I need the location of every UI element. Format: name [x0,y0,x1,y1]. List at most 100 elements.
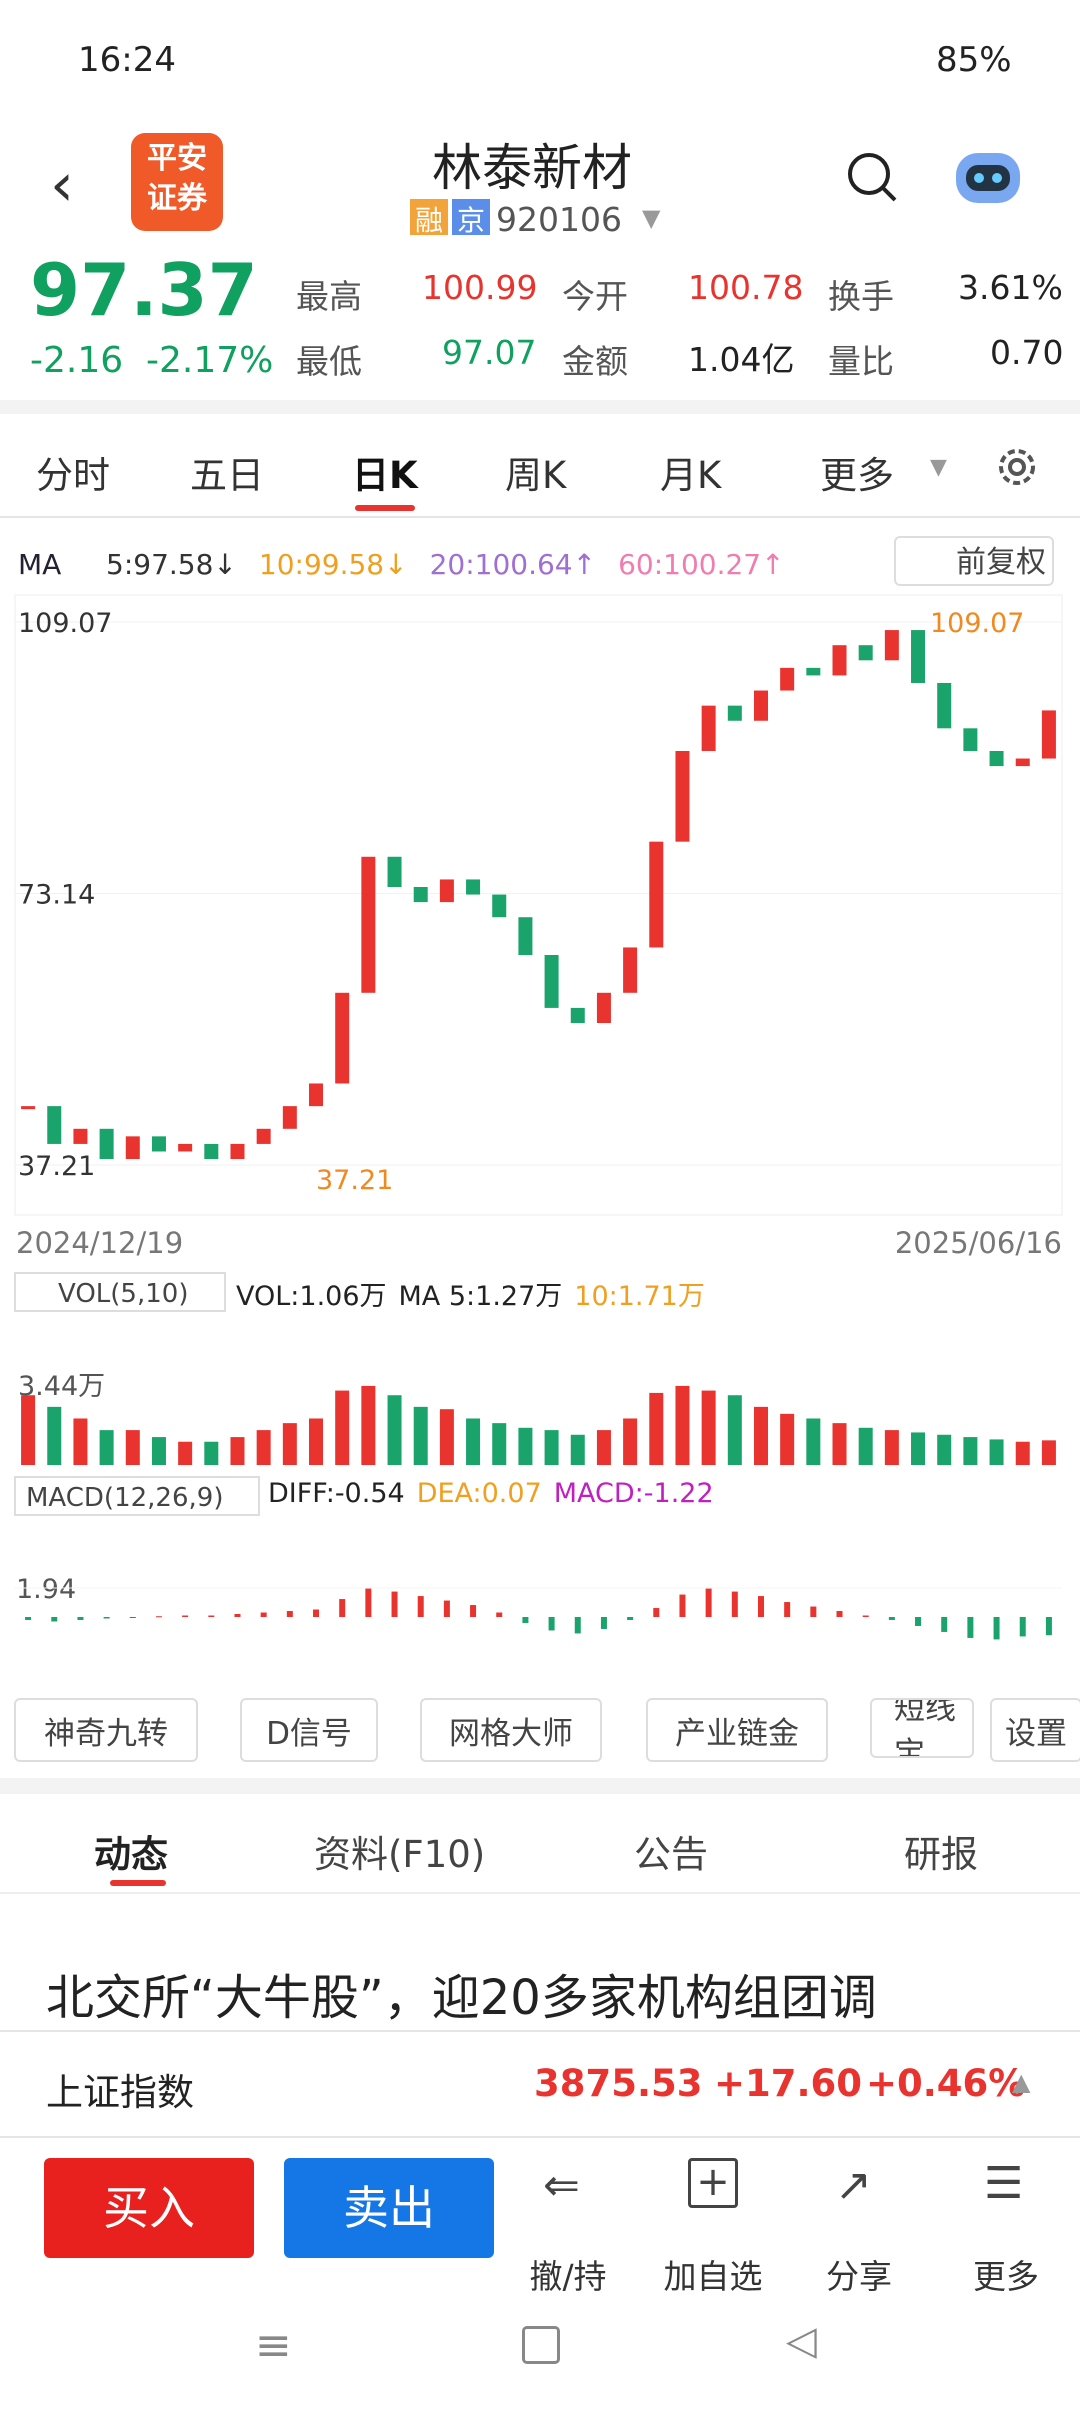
legend-item: MACD:-1.22 [553,1478,714,1509]
macd-bar [705,1588,712,1617]
candle [1041,710,1056,759]
stock-code: 920106 [496,200,622,239]
macd-bar [627,1617,634,1620]
high-label: 109.07 [930,608,1024,639]
nav-menu[interactable]: ≡ [255,2320,292,2371]
volume-bar [387,1395,402,1465]
content-tab[interactable]: 研报 [904,1833,978,1876]
time: 16:24 [78,40,176,80]
macd-bar [888,1617,895,1620]
divider [0,1892,1080,1894]
candle [649,841,664,948]
tool-button[interactable]: 神奇九转 [14,1698,198,1762]
expand[interactable]: ▲ [1012,2068,1031,2096]
stat-label: 换手 [828,277,894,316]
macd-bar [417,1596,424,1617]
candle [387,856,402,888]
volume-bar [806,1418,821,1465]
volume-bar [623,1418,638,1465]
stat-label: 最高 [296,277,362,316]
news-headline[interactable]: 北交所“大牛股”，迎20多家机构组团调 [46,1970,877,2026]
candle [178,1143,193,1152]
tool-button[interactable]: 产业链金 [646,1698,828,1762]
action-item[interactable]: 撤/持 [529,2257,607,2296]
tool-button[interactable]: 网格大师 [420,1698,602,1762]
tool-button[interactable]: 短线宝 [870,1698,974,1758]
ma-label[interactable]: MA [18,548,62,581]
legend-item: DIFF:-0.54 [268,1478,405,1509]
macd-bar [653,1608,660,1617]
logo: 平安 证券 [131,133,223,231]
legend-item: DEA:0.07 [416,1478,542,1509]
candle [230,1143,245,1160]
y-tick-label: 1.94 [16,1574,76,1605]
action-item[interactable]: 分享 [826,2257,892,2296]
candle [832,645,847,676]
period-tab-active[interactable]: 日K [352,454,418,497]
y-tick-label: 37.21 [18,1151,95,1182]
candle [151,1136,166,1152]
macd-bar [25,1617,32,1620]
action-item[interactable]: 更多 [973,2257,1039,2296]
buy-button[interactable]: 买入 [44,2158,254,2258]
divider [0,400,1080,414]
dropdown[interactable]: ▼ [930,455,947,480]
volume-bar [73,1418,88,1465]
price: 97.37 [30,248,258,332]
tool-button[interactable]: D信号 [240,1698,378,1762]
macd-bar [51,1617,58,1622]
icon: ⇐ [543,2160,580,2211]
back[interactable]: ‹ [50,150,74,220]
candle [753,690,768,721]
change-pct: -2.17% [146,340,274,381]
vol-legend[interactable]: VOL(5,10) [14,1272,226,1312]
action-item[interactable]: 加自选 [663,2257,763,2296]
period-tab[interactable]: 五日 [190,454,264,497]
icon: + [688,2158,738,2208]
candle [727,705,742,721]
dropdown[interactable]: ▼ [642,204,661,232]
logo-line: 平安 [147,141,207,176]
volume-bar [675,1385,690,1465]
tab-indicator [110,1880,166,1886]
tool-button[interactable]: 设置 [990,1698,1080,1762]
candle [780,667,795,691]
candle [466,879,481,895]
y-tick-label: 73.14 [18,880,95,911]
candle [73,1128,88,1144]
candle [413,887,428,903]
volume-bar [911,1432,926,1465]
legend-item: 60:100.27↑ [618,548,785,581]
content-tab[interactable]: 公告 [634,1833,708,1876]
volume-bar [884,1430,899,1465]
period-tab[interactable]: 月K [660,454,722,497]
assistant-icon[interactable] [950,145,1026,209]
candle [439,879,454,903]
adjust-button[interactable]: 前复权 [894,536,1054,586]
content-tab[interactable]: 资料(F10) [314,1833,486,1876]
candle [335,992,350,1084]
nav-back[interactable]: ◁ [786,2318,817,2364]
macd-bar [496,1612,503,1617]
period-tab[interactable]: 分时 [36,454,110,497]
period-tab[interactable]: 周K [505,454,567,497]
macd-bar [313,1609,320,1617]
divider [0,516,1080,518]
macd-bar [1019,1617,1026,1637]
legend-item: VOL:1.06万 [236,1281,387,1312]
macd-bar [915,1617,922,1626]
sell-button[interactable]: 卖出 [284,2158,494,2258]
macd-legend[interactable]: MACD(12,26,9) [14,1476,260,1516]
macd-bar [548,1617,555,1631]
search-icon[interactable] [845,150,899,204]
stock-name: 林泰新材 [432,139,632,197]
index-bar[interactable] [0,2030,1080,2138]
candle [309,1083,324,1107]
period-tab[interactable]: 更多 [820,454,894,497]
settings-icon[interactable] [993,443,1041,491]
stat-value: 100.99 [422,268,538,307]
nav-home[interactable] [522,2326,560,2364]
legend-item: 10:1.71万 [574,1281,705,1312]
content-tab-active[interactable]: 动态 [94,1833,168,1876]
